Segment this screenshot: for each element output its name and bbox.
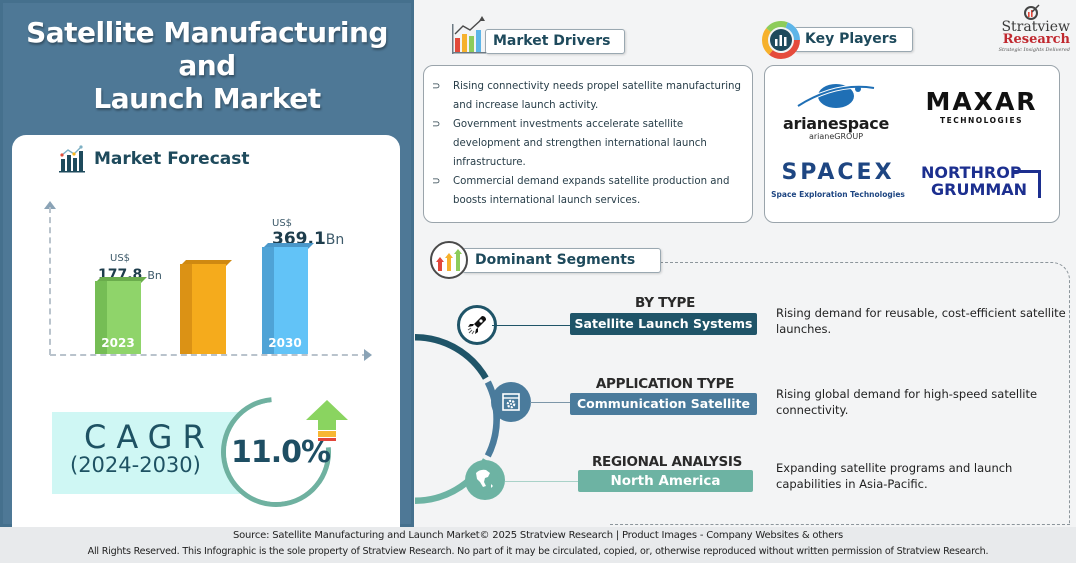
- cagr-label: CAGR: [84, 418, 215, 456]
- cagr-period: (2024-2030): [70, 453, 201, 477]
- cagr-box: [52, 412, 257, 494]
- segment-category-type: BY TYPE: [634, 295, 696, 311]
- title-line-2: and: [178, 49, 236, 82]
- dominant-segments-tag: Dominant Segments: [462, 248, 661, 273]
- globe-north-america-icon: [465, 460, 505, 500]
- segment-category-region: REGIONAL ANALYSIS: [591, 454, 743, 470]
- bar-year-label: 2030: [268, 336, 302, 350]
- northrop-grumman-logo: NORTHROP GRUMMAN: [917, 164, 1049, 198]
- market-drivers-tag: Market Drivers: [485, 29, 625, 54]
- bullet-arrow-icon: ⊃: [432, 81, 441, 92]
- bar-2030: 2030: [262, 243, 314, 354]
- segment-desc-type: Rising demand for reusable, cost-efficie…: [776, 306, 1066, 336]
- footer-source: Source: Satellite Manufacturing and Laun…: [232, 530, 844, 541]
- segment-value-type: Satellite Launch Systems: [570, 313, 757, 335]
- cagr-value: 11.0%: [231, 435, 331, 470]
- bar-2023: 2023: [95, 277, 147, 354]
- settings-window-icon: [491, 382, 531, 422]
- title-line-1: Satellite Manufacturing: [26, 16, 388, 49]
- segment-desc-region: Expanding satellite programs and launch …: [776, 461, 1013, 491]
- donut-chart-icon: [762, 21, 800, 59]
- target-icon: [1024, 4, 1040, 20]
- footer: Source: Satellite Manufacturing and Laun…: [0, 527, 1076, 563]
- footer-rights: All Rights Reserved. This Infographic is…: [87, 546, 989, 557]
- x-axis-arrow-icon: [364, 349, 372, 361]
- segment-category-application: APPLICATION TYPE: [595, 376, 735, 392]
- segment-desc-application: Rising global demand for high-speed sate…: [776, 387, 1038, 417]
- key-players-box: arianespace arianeGROUP MAXAR TECHNOLOGI…: [764, 65, 1060, 223]
- title-line-3: Launch Market: [93, 82, 321, 115]
- maxar-logo: MAXAR TECHNOLOGIES: [925, 87, 1038, 126]
- rocket-icon: [457, 305, 497, 345]
- forecast-heading: Market Forecast: [58, 145, 250, 173]
- page-title: Satellite Manufacturing and Launch Marke…: [0, 16, 414, 115]
- driver-item: ⊃ Rising connectivity needs propel satel…: [432, 77, 747, 115]
- forecast-heading-label: Market Forecast: [94, 149, 250, 169]
- colored-bar-chart-icon: [452, 16, 486, 54]
- y-axis: [49, 207, 51, 355]
- forecast-card: Market Forecast US$ 177.8 Bn 2023 US$ 36…: [12, 135, 400, 530]
- bar-year-label: 2023: [101, 336, 135, 350]
- bar-intermediate: [180, 260, 232, 354]
- market-drivers-box: ⊃ Rising connectivity needs propel satel…: [423, 65, 753, 223]
- segments-frame: [655, 262, 1070, 524]
- key-players-heading: Key Players: [805, 31, 898, 47]
- driver-item: ⊃ Government investments accelerate sate…: [432, 115, 747, 172]
- growth-arrow-icon: [306, 400, 348, 441]
- y-axis-arrow-icon: [44, 201, 56, 209]
- arianespace-logo: arianespace arianeGROUP: [771, 80, 901, 142]
- driver-item: ⊃ Commercial demand expands satellite pr…: [432, 172, 747, 210]
- segment-value-application: Communication Satellite: [570, 393, 757, 415]
- bar-chart-trend-icon: [59, 145, 85, 173]
- growth-arrows-icon: [430, 241, 468, 279]
- dominant-segments-heading: Dominant Segments: [475, 252, 636, 268]
- arianespace-emblem-icon: [796, 84, 875, 108]
- bullet-arrow-icon: ⊃: [432, 119, 441, 130]
- spacex-logo: SPACEX Space Exploration Technologies: [771, 160, 905, 199]
- northrop-corner-mark-icon: [1013, 170, 1041, 198]
- x-axis: [50, 354, 368, 356]
- bullet-arrow-icon: ⊃: [432, 176, 441, 187]
- market-drivers-heading: Market Drivers: [493, 33, 611, 49]
- key-players-tag: Key Players: [794, 27, 913, 52]
- segment-value-region: North America: [578, 470, 753, 492]
